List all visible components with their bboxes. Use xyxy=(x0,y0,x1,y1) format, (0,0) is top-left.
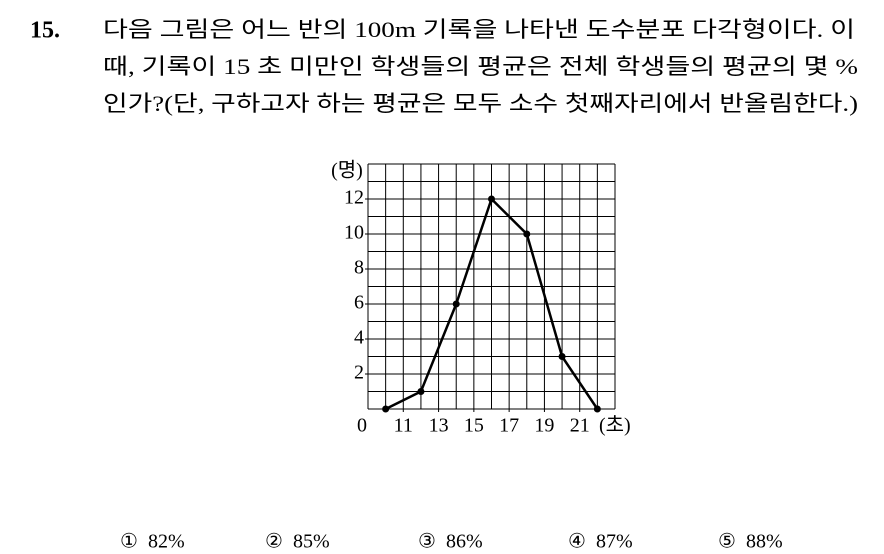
x-tick-label: 13 xyxy=(429,415,449,437)
y-axis-label: (명) xyxy=(331,159,363,182)
data-point xyxy=(593,405,601,413)
choice-marker: ③ xyxy=(418,531,436,553)
x-axis-label: (초) xyxy=(599,415,631,437)
data-point xyxy=(382,405,390,413)
y-tick-label: 2 xyxy=(354,362,364,384)
choice-marker: ⑤ xyxy=(718,531,736,553)
choice-marker: ① xyxy=(120,531,138,553)
x-tick-label: 19 xyxy=(534,415,554,437)
y-tick-label: 12 xyxy=(344,187,364,209)
x-tick-label: 11 xyxy=(394,415,413,437)
question-number: 15. xyxy=(30,18,60,44)
x-tick-label: 17 xyxy=(499,415,519,437)
data-point xyxy=(452,300,460,308)
choice-marker: ② xyxy=(265,531,283,553)
y-tick-label: 6 xyxy=(354,292,364,314)
data-point xyxy=(417,388,425,395)
x-tick-label: 15 xyxy=(464,415,484,437)
choice-text: 85% xyxy=(293,531,330,553)
y-tick-label: 8 xyxy=(354,257,364,279)
choice-marker: ④ xyxy=(568,531,586,553)
data-point xyxy=(558,353,566,360)
choice-text: 87% xyxy=(596,531,633,553)
data-point xyxy=(523,230,531,238)
choice-text: 82% xyxy=(148,531,185,553)
question-text: 다음 그림은 어느 반의 100m 기록을 나타낸 도수분포 다각형이다. 이 xyxy=(103,17,855,42)
origin-label: 0 xyxy=(357,415,367,437)
question-text: 인가?(단, 구하고자 하는 평균은 모두 소수 첫째자리에서 반올림한다.) xyxy=(103,91,858,116)
choice-text: 86% xyxy=(446,531,483,553)
data-point xyxy=(488,195,495,203)
y-tick-label: 10 xyxy=(344,222,364,244)
x-tick-label: 21 xyxy=(570,415,590,437)
y-tick-label: 4 xyxy=(354,327,364,349)
question-text: 때, 기록이 15 초 미만인 학생들의 평균은 전체 학생들의 평균의 몇 % xyxy=(103,54,858,79)
choice-text: 88% xyxy=(746,531,783,553)
